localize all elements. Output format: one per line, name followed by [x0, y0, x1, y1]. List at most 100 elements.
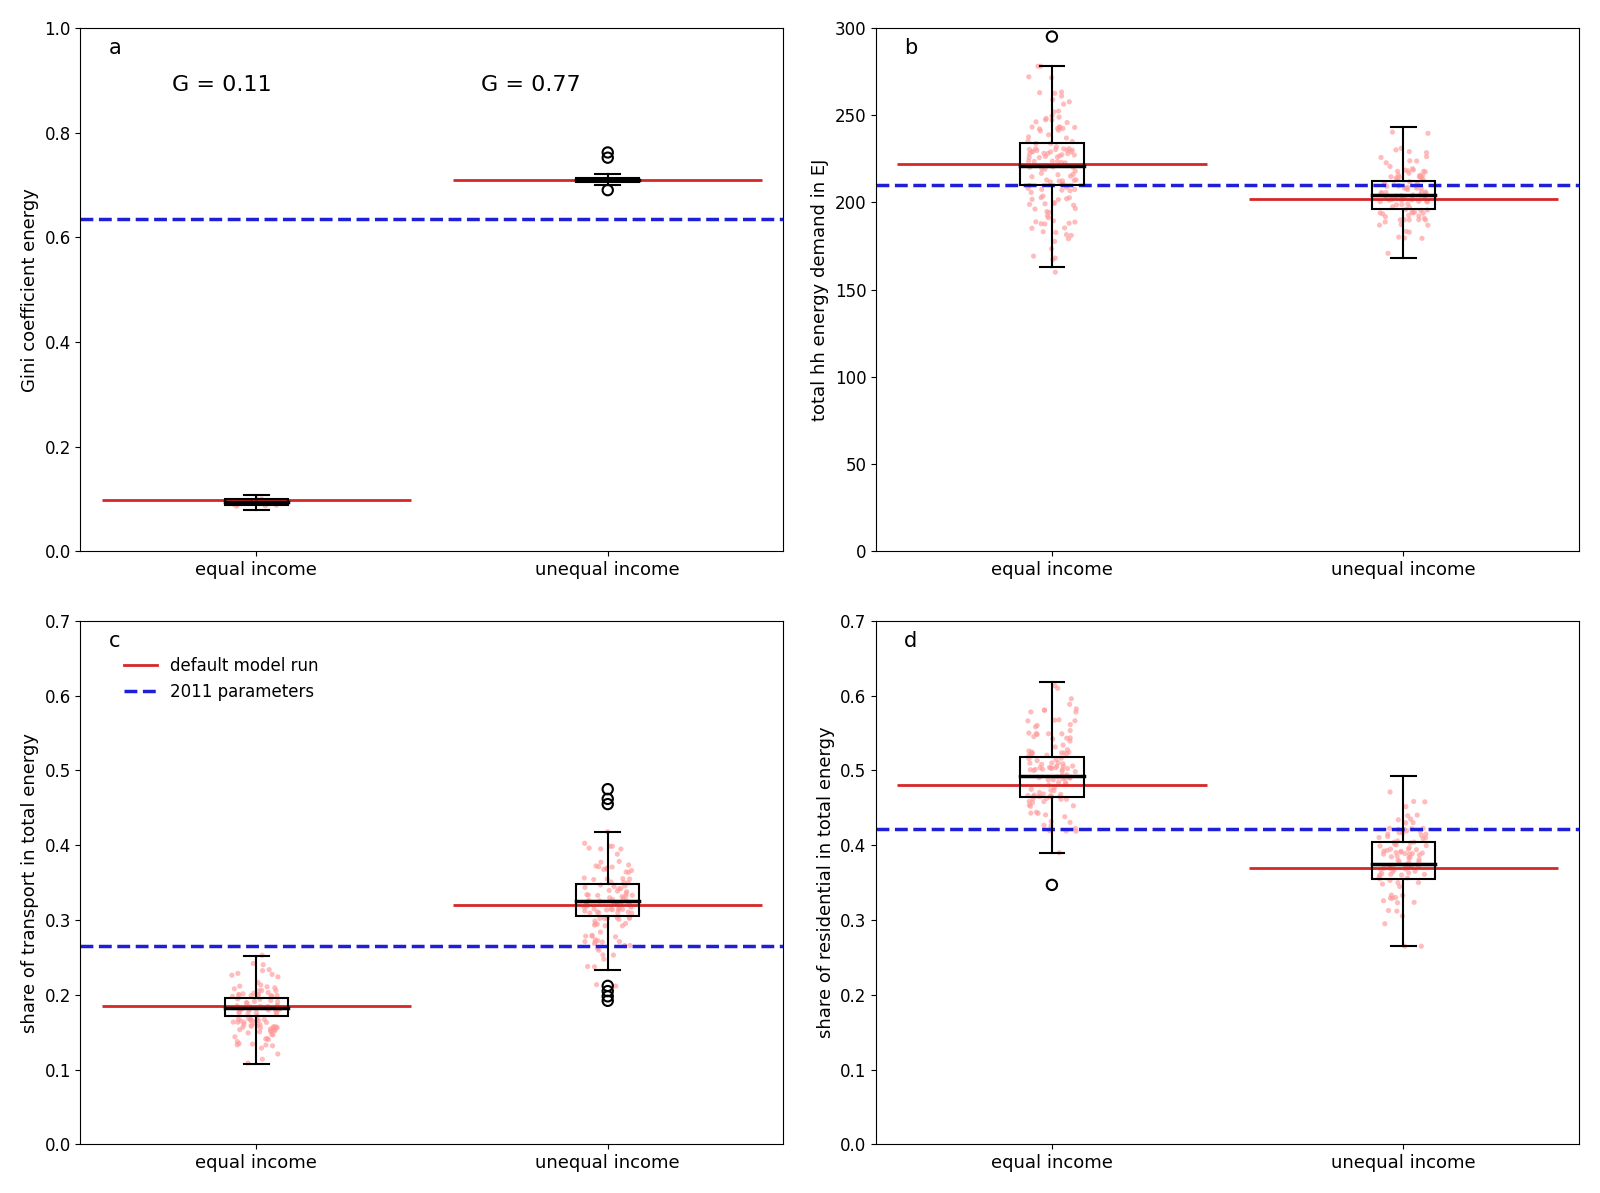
Point	[221, 493, 246, 512]
Point	[221, 495, 246, 514]
Point	[1379, 857, 1405, 876]
Point	[616, 894, 642, 913]
Point	[1374, 841, 1400, 860]
Point	[1373, 186, 1398, 205]
Point	[1402, 833, 1427, 852]
Point	[1413, 162, 1438, 181]
Point	[1392, 228, 1418, 247]
Point	[1050, 87, 1075, 106]
Point	[1043, 137, 1069, 156]
Point	[250, 956, 275, 975]
Point	[573, 878, 598, 897]
Point	[266, 968, 291, 987]
Point	[1040, 249, 1066, 268]
Point	[573, 902, 598, 921]
Point	[1382, 141, 1408, 160]
Point	[1414, 192, 1440, 211]
Point	[1405, 805, 1430, 824]
Point	[1051, 218, 1077, 237]
Point	[1395, 806, 1421, 826]
Point	[1395, 855, 1421, 874]
Point	[1394, 179, 1419, 198]
Point	[1405, 174, 1430, 193]
Point	[1016, 179, 1042, 198]
Point	[1027, 783, 1053, 802]
Point	[1384, 843, 1410, 863]
Point	[222, 1027, 248, 1046]
Point	[264, 985, 290, 1005]
Point	[1016, 749, 1042, 768]
Point	[1062, 822, 1088, 841]
Point	[1019, 793, 1045, 812]
Point	[1056, 188, 1082, 208]
Point	[245, 489, 270, 508]
Point	[1366, 870, 1392, 889]
Point	[1389, 194, 1414, 214]
Point	[264, 495, 290, 514]
Legend: default model run, 2011 parameters: default model run, 2011 parameters	[117, 650, 325, 707]
Point	[1386, 873, 1411, 892]
Point	[619, 861, 645, 880]
Point	[1059, 225, 1085, 245]
Point	[1406, 846, 1432, 865]
Point	[611, 873, 637, 892]
Point	[262, 1001, 288, 1020]
Point	[582, 911, 608, 931]
Point	[1058, 181, 1083, 200]
Point	[261, 1025, 286, 1044]
Point	[597, 889, 622, 908]
Point	[1027, 758, 1053, 777]
Point	[576, 885, 602, 904]
Point	[222, 494, 248, 513]
Point	[1054, 141, 1080, 160]
Point	[1048, 153, 1074, 172]
Point	[256, 983, 282, 1002]
Point	[574, 885, 600, 904]
Point	[613, 884, 638, 903]
Point	[613, 891, 638, 910]
Point	[1389, 138, 1414, 157]
Point	[237, 997, 262, 1016]
Point	[1389, 186, 1414, 205]
Point	[1018, 804, 1043, 823]
Point	[1414, 192, 1440, 211]
Point	[1397, 152, 1422, 171]
Point	[1378, 840, 1403, 859]
Point	[608, 879, 634, 898]
Point	[258, 493, 283, 512]
Point	[1378, 783, 1403, 802]
Point	[1050, 174, 1075, 193]
Point	[267, 1000, 293, 1019]
Point	[234, 493, 259, 512]
Text: G = 0.11: G = 0.11	[171, 75, 272, 95]
Point	[1024, 724, 1050, 743]
Point	[226, 989, 251, 1008]
Point	[584, 975, 610, 994]
Point	[1058, 721, 1083, 740]
Point	[1038, 68, 1064, 87]
Point	[1373, 183, 1398, 202]
Point	[574, 896, 600, 915]
Text: a: a	[109, 38, 122, 58]
Point	[226, 495, 251, 514]
Point	[1392, 179, 1418, 198]
Point	[1411, 209, 1437, 228]
Point	[1021, 785, 1046, 804]
Point	[1376, 857, 1402, 876]
Point	[1016, 792, 1042, 811]
Point	[1386, 810, 1411, 829]
Point	[243, 492, 269, 511]
Point	[254, 977, 280, 996]
Point	[258, 1020, 283, 1039]
Text: c: c	[109, 631, 120, 651]
Bar	[576, 178, 640, 181]
Point	[1397, 853, 1422, 872]
Point	[1040, 771, 1066, 790]
Point	[1016, 724, 1042, 743]
Point	[1371, 841, 1397, 860]
Point	[1040, 211, 1066, 230]
Point	[243, 1003, 269, 1022]
Point	[258, 1021, 283, 1040]
Point	[1019, 117, 1045, 136]
Point	[1053, 154, 1078, 173]
